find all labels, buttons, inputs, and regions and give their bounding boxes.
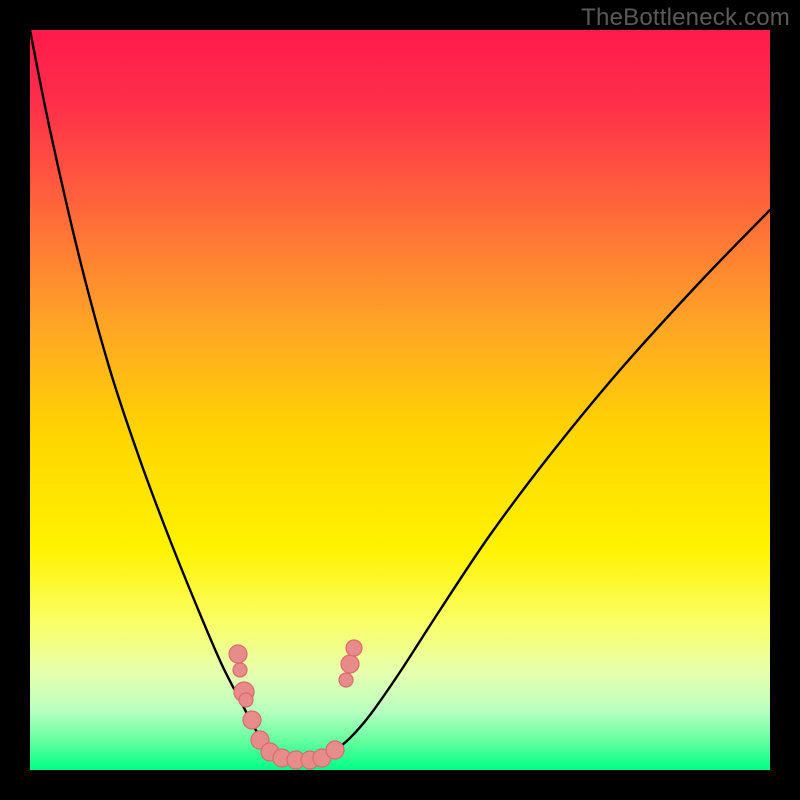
bottleneck-marker <box>341 655 359 673</box>
bottleneck-marker <box>339 673 353 687</box>
bottleneck-marker <box>233 663 247 677</box>
bottleneck-marker <box>346 640 362 656</box>
bottleneck-marker <box>243 711 261 729</box>
chart-container: TheBottleneck.com <box>0 0 800 800</box>
bottleneck-marker <box>326 741 344 759</box>
bottleneck-chart <box>0 0 800 800</box>
bottleneck-marker <box>239 693 253 707</box>
bottleneck-marker <box>229 645 247 663</box>
chart-gradient-background <box>30 30 770 770</box>
watermark-label: TheBottleneck.com <box>581 4 790 32</box>
